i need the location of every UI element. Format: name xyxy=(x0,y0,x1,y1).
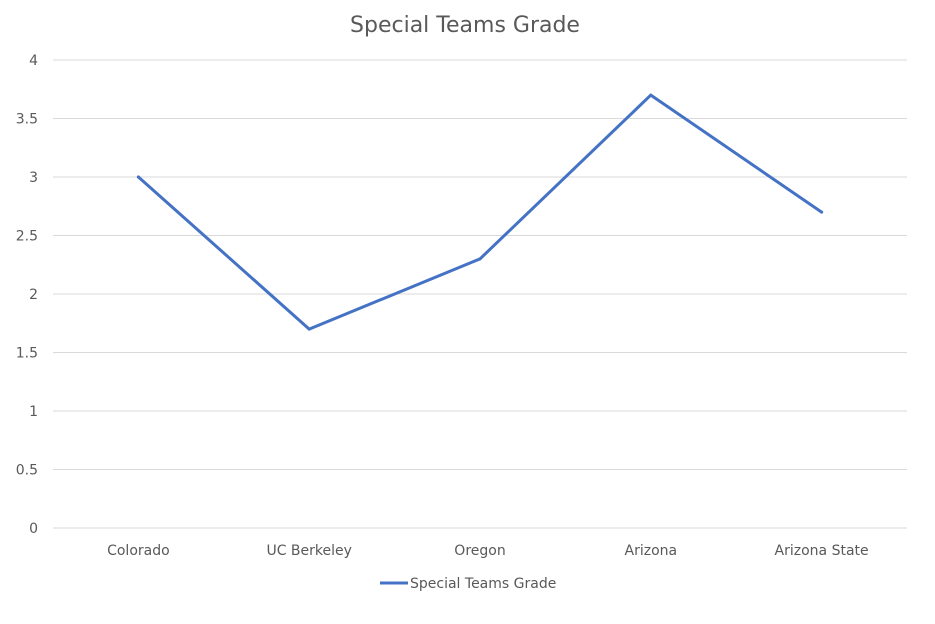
y-tick-label: 0.5 xyxy=(16,463,38,479)
y-tick-label: 3 xyxy=(29,170,38,186)
y-tick-label: 4 xyxy=(29,53,38,69)
y-tick-label: 1.5 xyxy=(16,346,38,362)
y-tick-label: 2 xyxy=(29,287,38,303)
data-point xyxy=(478,257,482,261)
y-tick-label: 3.5 xyxy=(16,112,38,128)
x-tick-label: Colorado xyxy=(107,543,170,559)
legend-label: Special Teams Grade xyxy=(410,576,556,592)
series-layer xyxy=(136,93,824,331)
y-tick-label: 1 xyxy=(29,404,38,420)
x-tick-label: Arizona xyxy=(625,543,678,559)
x-tick-label: UC Berkeley xyxy=(266,543,351,559)
y-tick-label: 2.5 xyxy=(16,229,38,245)
chart-title: Special Teams Grade xyxy=(350,13,580,38)
gridlines xyxy=(53,59,907,529)
x-tick-label: Oregon xyxy=(454,543,505,559)
data-point xyxy=(820,210,824,214)
data-point xyxy=(649,93,653,97)
data-point xyxy=(136,175,140,179)
x-tick-label: Arizona State xyxy=(775,543,869,559)
y-tick-label: 0 xyxy=(29,521,38,537)
data-point xyxy=(307,327,311,331)
x-axis-ticks: Colorado UC Berkeley Oregon Arizona Arizona … xyxy=(107,543,869,559)
legend: Special Teams Grade xyxy=(380,576,556,592)
y-axis-ticks: 0 0.5 1 1.5 2 2.5 3 3.5 4 xyxy=(16,53,38,537)
